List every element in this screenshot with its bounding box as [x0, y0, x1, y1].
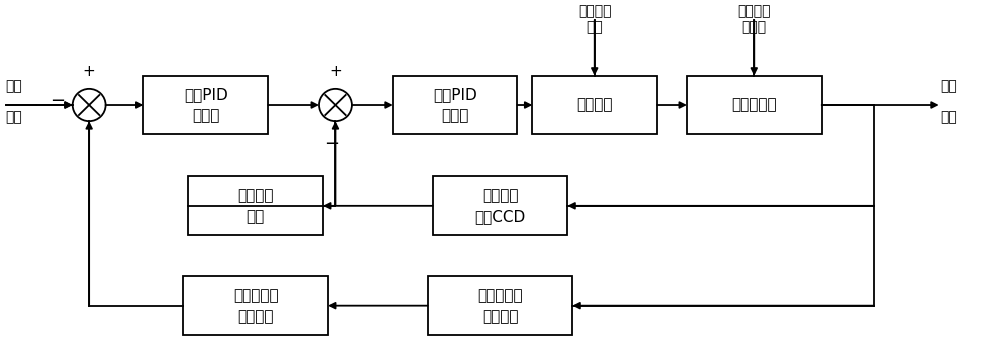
- Bar: [532, 75, 657, 134]
- Text: 射流: 射流: [941, 79, 958, 93]
- Text: −: −: [324, 135, 339, 153]
- Bar: [428, 276, 572, 335]
- Text: 输入: 输入: [5, 110, 22, 124]
- Bar: [183, 276, 328, 335]
- Bar: [143, 75, 268, 134]
- Text: 泰勒锥检查
高速相机: 泰勒锥检查 高速相机: [477, 288, 523, 324]
- Text: 射流信号
处理: 射流信号 处理: [237, 188, 274, 224]
- Text: 参考: 参考: [5, 79, 22, 93]
- Text: 电压发生: 电压发生: [738, 4, 771, 18]
- Text: 速度PID
控制器: 速度PID 控制器: [433, 87, 477, 123]
- Text: 泰勒锥形貌
信号处理: 泰勒锥形貌 信号处理: [233, 288, 278, 324]
- Text: 射流检查
工业CCD: 射流检查 工业CCD: [474, 188, 526, 224]
- Text: 伺服系统: 伺服系统: [576, 98, 613, 112]
- Bar: [433, 177, 567, 235]
- Text: 电压发生器: 电压发生器: [731, 98, 777, 112]
- Text: 器干扰: 器干扰: [742, 21, 767, 35]
- Bar: [393, 75, 517, 134]
- Bar: [687, 75, 822, 134]
- Text: −: −: [50, 92, 65, 110]
- Text: 输出: 输出: [941, 110, 958, 124]
- Text: 干扰: 干扰: [586, 21, 603, 35]
- Text: +: +: [83, 64, 96, 79]
- Text: 伺服系统: 伺服系统: [578, 4, 611, 18]
- Bar: [188, 177, 323, 235]
- Text: 电压PID
控制器: 电压PID 控制器: [184, 87, 228, 123]
- Text: +: +: [329, 64, 342, 79]
